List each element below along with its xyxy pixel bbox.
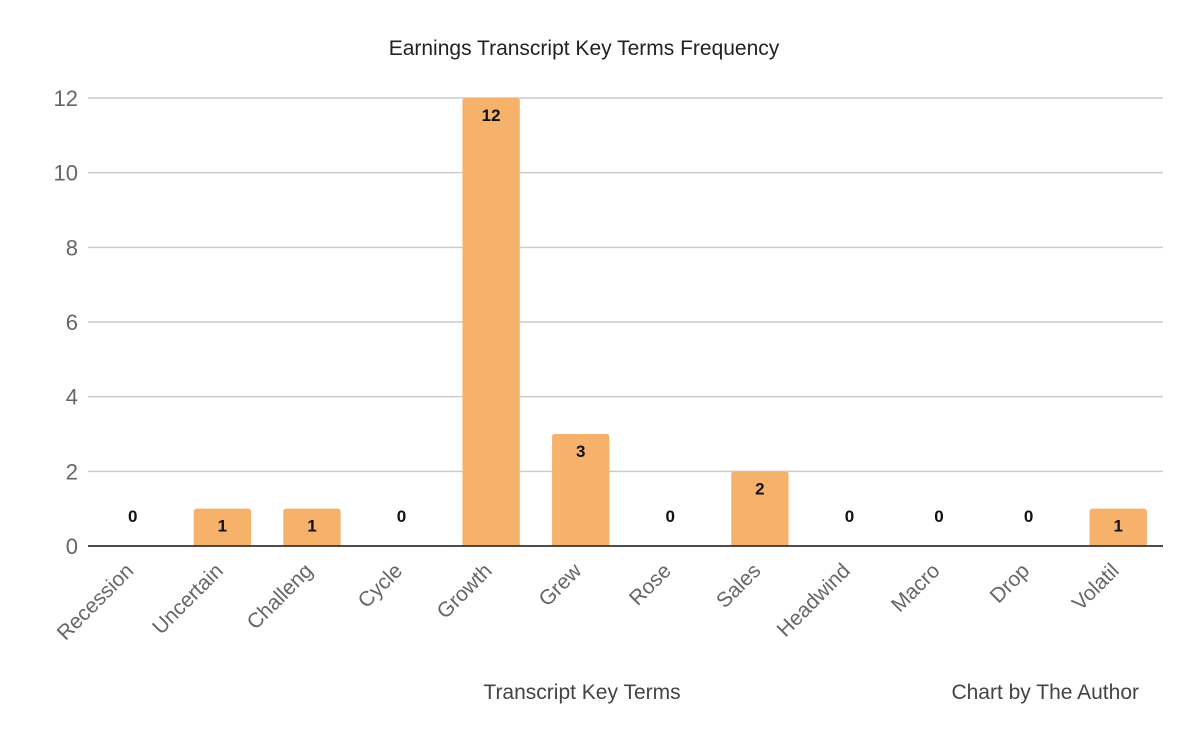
x-tick-label: Volatil	[1068, 559, 1124, 615]
x-tick-label: Cycle	[354, 559, 407, 612]
x-tick-label: Sales	[712, 559, 765, 612]
y-tick-label: 8	[66, 235, 78, 260]
data-label: 1	[1113, 517, 1122, 536]
data-label: 0	[397, 507, 406, 526]
x-tick-label: Challeng	[243, 559, 318, 634]
bars	[193, 98, 1147, 546]
bar	[731, 471, 789, 546]
x-axis-label: Transcript Key Terms	[483, 681, 680, 704]
y-tick-label: 6	[66, 310, 78, 335]
x-tick-label: Macro	[887, 559, 945, 617]
data-label: 12	[482, 106, 501, 125]
data-label: 0	[1024, 507, 1033, 526]
data-label: 2	[755, 479, 764, 498]
y-tick-label: 2	[66, 459, 78, 484]
data-label: 0	[934, 507, 943, 526]
bar	[552, 434, 610, 546]
x-tick-label: Rose	[625, 559, 676, 610]
x-tick-label: Drop	[986, 559, 1034, 607]
chart-credit: Chart by The Author	[951, 681, 1139, 704]
data-label: 1	[218, 517, 227, 536]
data-label: 3	[576, 442, 585, 461]
y-tick-label: 0	[66, 534, 78, 559]
x-axis-ticks: Recession Uncertain Challeng Cycle Growth Gre…	[53, 559, 1124, 645]
gridlines	[88, 97, 1163, 473]
data-label: 0	[128, 507, 137, 526]
data-label: 0	[666, 507, 675, 526]
bar	[1089, 508, 1147, 546]
x-tick-label: Grew	[534, 559, 586, 611]
x-tick-label: Uncertain	[148, 559, 228, 639]
y-tick-label: 4	[66, 385, 78, 410]
x-tick-label: Recession	[53, 559, 139, 645]
bar	[193, 508, 252, 546]
x-tick-label: Headwind	[773, 559, 855, 641]
y-tick-label: 10	[54, 161, 78, 186]
bar	[462, 98, 520, 546]
x-tick-label: Growth	[433, 559, 497, 623]
data-label: 1	[307, 517, 316, 536]
y-axis-ticks: 0 2 4 6 8 10 12	[54, 86, 78, 559]
data-label: 0	[845, 507, 854, 526]
chart-title: Earnings Transcript Key Terms Frequency	[389, 37, 780, 60]
data-labels: 0 1 1 0 12 3 0 2 0 0 0 1	[128, 106, 1123, 536]
y-tick-label: 12	[54, 86, 78, 111]
bar	[283, 508, 341, 546]
